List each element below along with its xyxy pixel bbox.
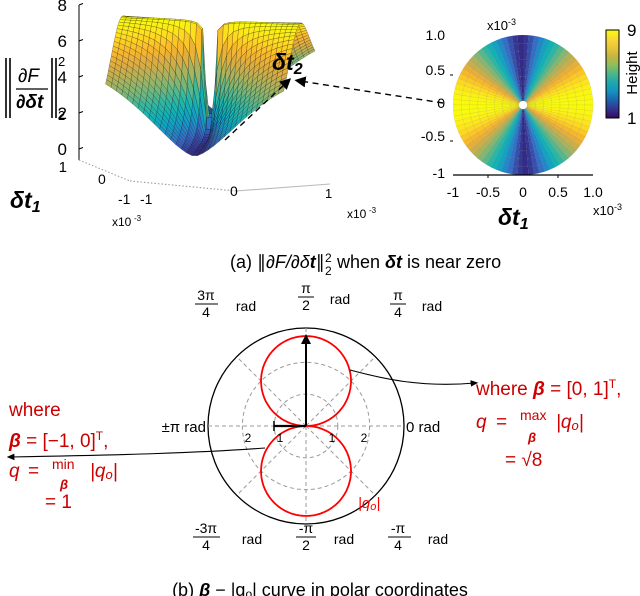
svg-text:1: 1 [627,109,636,128]
svg-text:2: 2 [361,431,368,445]
svg-text:rad: rad [334,531,354,547]
svg-text:6: 6 [58,32,67,51]
svg-text:∂δt: ∂δt [16,92,44,113]
svg-text:rad: rad [428,531,448,547]
svg-text:-1: -1 [447,184,460,200]
svg-text:δt1: δt1 [10,187,41,216]
svg-text:8: 8 [58,0,67,15]
svg-text:1: 1 [325,186,332,201]
svg-text:4: 4 [394,537,402,553]
svg-text:4: 4 [58,68,67,87]
svg-text:4: 4 [394,304,402,320]
svg-text:4: 4 [202,304,210,320]
svg-text:1.0: 1.0 [583,184,603,200]
svg-text:max: max [520,407,546,423]
svg-text:x10: x10 [347,207,367,221]
svg-text:1: 1 [329,431,336,445]
svg-text:x10: x10 [487,18,508,33]
svg-text:-3: -3 [134,214,142,223]
svg-text:π: π [393,287,403,303]
svg-text:0: 0 [58,140,67,159]
svg-text:-1: -1 [118,191,131,207]
svg-text:-3: -3 [369,206,377,215]
svg-text:q: q [476,412,487,433]
svg-text:rad: rad [236,298,256,314]
svg-text:2: 2 [58,54,65,69]
svg-text:|qo|: |qo| [90,461,118,482]
svg-text:|qo|: |qo| [358,495,380,513]
svg-text:∂F: ∂F [18,66,40,87]
svg-text:0: 0 [230,183,238,199]
svg-text:β = [−1, 0]T,: β = [−1, 0]T, [8,429,108,452]
svg-text:-0.5: -0.5 [421,128,445,144]
svg-text:δt1: δt1 [498,204,529,233]
svg-text:2: 2 [302,297,310,313]
svg-text:0.5: 0.5 [426,62,446,78]
svg-text:β: β [527,430,536,445]
svg-text:9: 9 [627,21,636,40]
svg-text:-0.5: -0.5 [476,184,500,200]
svg-text:-3: -3 [614,202,622,212]
svg-text:where β = [0, 1]T,: where β = [0, 1]T, [475,377,621,400]
svg-text:x10: x10 [112,215,132,229]
svg-text:q: q [9,461,20,482]
svg-text:δt2: δt2 [272,49,303,78]
svg-text:0: 0 [519,184,527,200]
svg-text:±π rad: ±π rad [162,419,206,436]
svg-text:0 rad: 0 rad [406,419,440,436]
svg-text:0.5: 0.5 [548,184,568,200]
svg-text:= √8: = √8 [505,450,542,471]
svg-text:-π: -π [391,520,406,536]
svg-text:min: min [52,456,75,472]
svg-text:-3: -3 [508,17,516,27]
svg-text:1: 1 [277,431,284,445]
svg-text:-1: -1 [433,165,446,181]
svg-text:where: where [8,400,61,421]
svg-text:β: β [59,477,68,492]
svg-text:=: = [496,412,507,433]
svg-text:-π: -π [299,520,314,536]
svg-text:0: 0 [98,171,106,187]
svg-text:2: 2 [245,431,252,445]
svg-text:|qo|: |qo| [556,412,584,433]
svg-text:Height: Height [624,50,640,94]
svg-text:π: π [301,280,311,296]
svg-text:-3π: -3π [195,520,217,536]
svg-text:2: 2 [302,537,310,553]
svg-text:= 1: = 1 [45,492,72,513]
svg-text:x10: x10 [593,203,614,218]
svg-text:4: 4 [202,537,210,553]
svg-text:2: 2 [58,108,65,123]
svg-text:1.0: 1.0 [426,27,446,43]
svg-text:rad: rad [330,291,350,307]
svg-text:rad: rad [422,298,442,314]
svg-text:rad: rad [242,531,262,547]
svg-text:(b) β − |qo| curve in polar co: (b) β − |qo| curve in polar coordinates [172,580,468,596]
svg-text:-1: -1 [140,191,153,207]
svg-text:3π: 3π [197,287,215,303]
svg-text:=: = [28,461,39,482]
svg-text:1: 1 [59,159,67,176]
